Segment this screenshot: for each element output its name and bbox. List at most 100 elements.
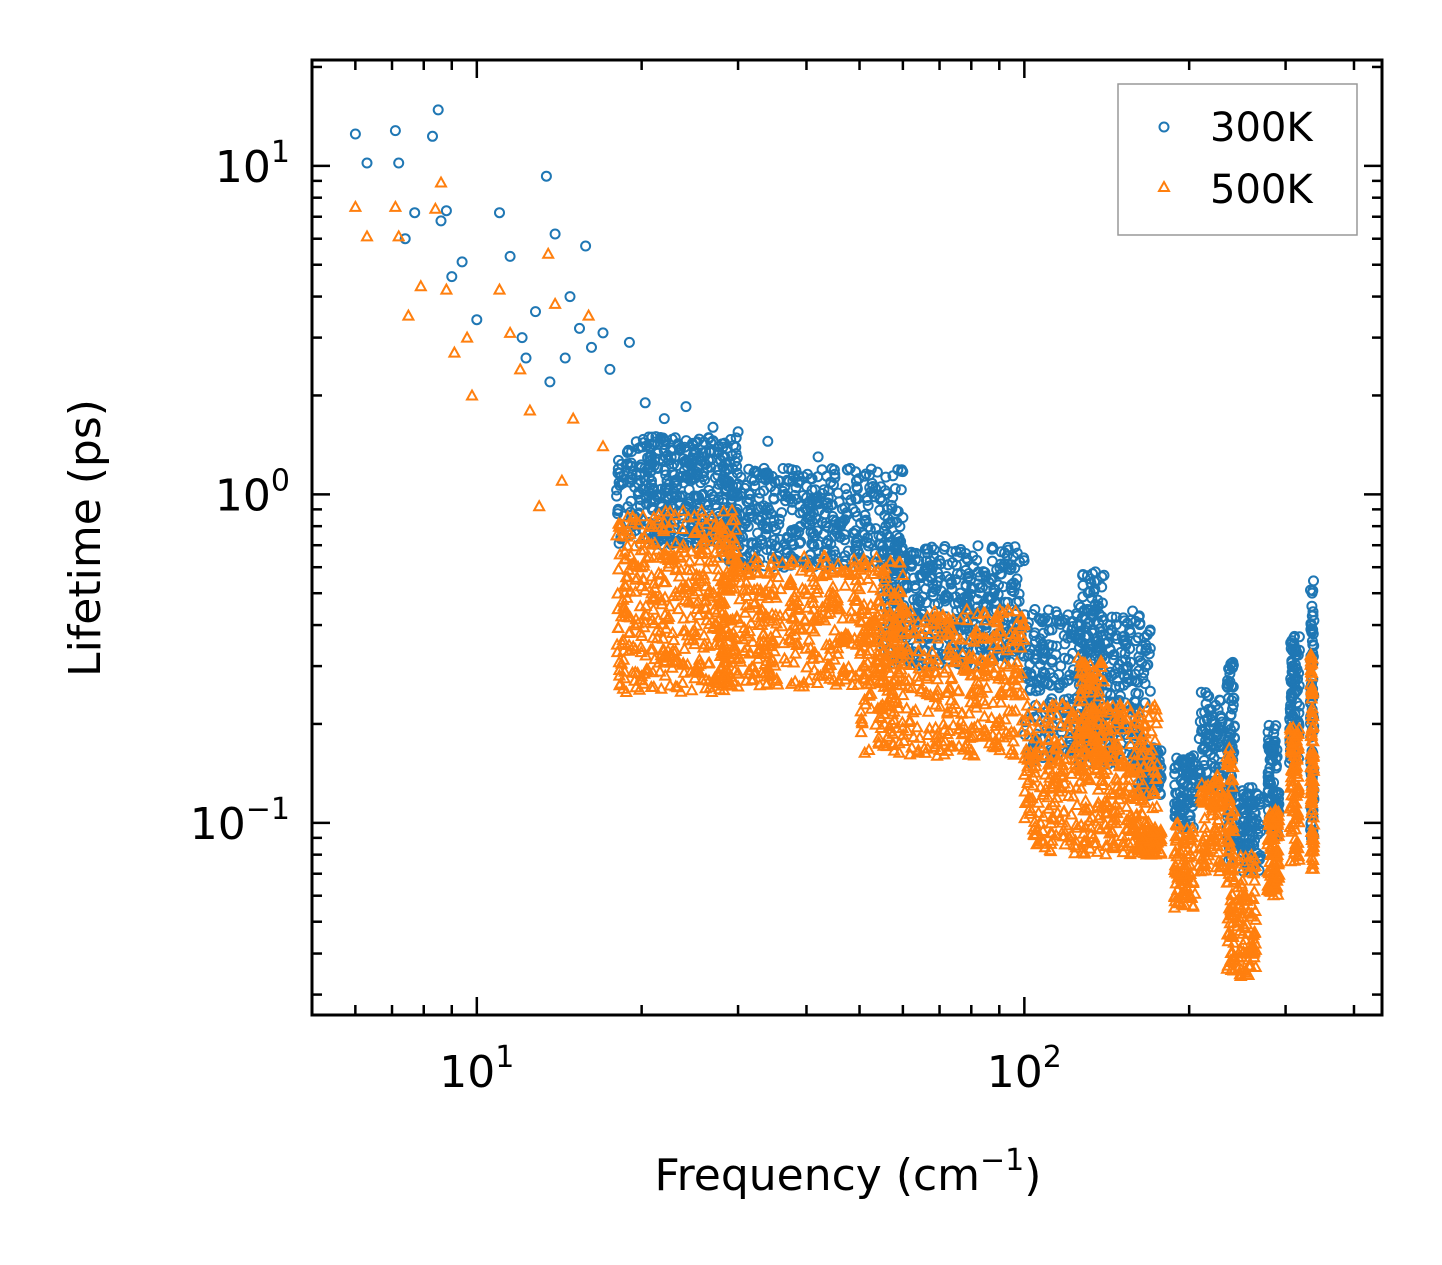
data-point-500k xyxy=(671,602,685,615)
data-point-500k xyxy=(1028,765,1042,778)
data-point-500k xyxy=(797,675,811,688)
data-point-500k xyxy=(984,710,999,723)
data-point-500k xyxy=(653,624,668,637)
data-point-500k xyxy=(1180,857,1194,870)
data-point-500k xyxy=(921,704,935,717)
data-point-500k xyxy=(647,510,661,523)
data-point-500k xyxy=(945,701,960,714)
data-point-500k xyxy=(1049,742,1064,755)
data-point-300k xyxy=(1035,671,1047,683)
data-point-300k xyxy=(1307,585,1319,597)
data-point-500k xyxy=(876,738,891,751)
data-point-300k xyxy=(781,474,793,486)
data-point-500k xyxy=(835,564,850,577)
data-point-300k xyxy=(1291,684,1303,696)
data-point-500k xyxy=(800,586,814,599)
data-point-500k xyxy=(942,723,956,736)
data-point-500k xyxy=(671,588,685,601)
data-point-500k xyxy=(1033,780,1048,793)
data-point-300k xyxy=(1024,648,1036,660)
data-point-500k xyxy=(1028,731,1043,744)
data-point-500k xyxy=(1075,681,1089,694)
data-point-500k xyxy=(611,562,626,575)
data-point-500k xyxy=(1236,909,1250,922)
data-point-500k xyxy=(737,643,751,656)
data-point-500k xyxy=(693,553,707,566)
data-point-500k xyxy=(1085,810,1099,823)
data-point-500k xyxy=(610,637,624,650)
data-point-300k xyxy=(743,497,755,509)
data-point-300k xyxy=(867,487,879,499)
data-point-500k xyxy=(861,664,875,677)
data-point-500k xyxy=(920,609,934,622)
data-point-500k xyxy=(787,655,801,668)
data-point-500k xyxy=(1097,765,1111,778)
data-point-300k xyxy=(1059,652,1071,664)
data-point-500k xyxy=(710,605,724,618)
data-point-500k xyxy=(962,706,976,719)
data-point-500k xyxy=(1131,828,1146,841)
data-point-300k xyxy=(1200,687,1212,699)
data-point-500k xyxy=(774,582,788,595)
data-point-300k xyxy=(427,130,438,142)
data-point-300k xyxy=(899,570,911,582)
data-point-500k xyxy=(771,677,785,690)
data-point-300k xyxy=(361,157,373,169)
data-point-500k xyxy=(945,670,959,683)
data-point-500k xyxy=(853,646,868,659)
data-point-300k xyxy=(821,470,833,482)
data-point-500k xyxy=(808,613,823,626)
data-point-300k xyxy=(549,228,561,240)
data-point-500k xyxy=(1112,792,1126,805)
data-point-500k xyxy=(837,661,851,674)
data-point-500k xyxy=(1076,835,1090,848)
data-point-500k xyxy=(1232,861,1246,874)
data-point-500k xyxy=(956,742,970,755)
data-point-500k xyxy=(1116,845,1130,858)
data-point-500k xyxy=(1036,787,1051,800)
data-point-300k xyxy=(800,517,812,528)
data-point-300k xyxy=(1186,786,1198,798)
data-point-300k xyxy=(1129,668,1141,680)
data-point-500k xyxy=(658,590,672,603)
data-point-500k xyxy=(1195,794,1209,807)
data-point-500k xyxy=(1225,807,1240,820)
data-point-500k xyxy=(1143,756,1158,769)
data-point-500k xyxy=(1122,779,1136,792)
data-point-500k xyxy=(854,643,868,656)
data-point-300k xyxy=(1037,652,1049,664)
data-point-500k xyxy=(971,682,985,695)
data-point-500k xyxy=(1057,751,1071,764)
data-point-500k xyxy=(1032,836,1046,849)
data-point-300k xyxy=(1062,675,1074,686)
data-point-500k xyxy=(1063,726,1077,739)
data-point-300k xyxy=(906,549,917,561)
data-point-300k xyxy=(737,531,749,543)
data-point-500k xyxy=(805,647,820,660)
data-point-500k xyxy=(718,544,732,557)
data-point-300k xyxy=(892,464,904,476)
data-point-500k xyxy=(739,598,753,611)
data-point-300k xyxy=(520,352,532,364)
data-point-500k xyxy=(638,583,652,596)
data-point-500k xyxy=(879,629,894,642)
data-point-300k xyxy=(1134,655,1146,667)
data-point-500k xyxy=(1177,831,1191,844)
data-point-500k xyxy=(671,653,685,666)
data-point-500k xyxy=(1224,962,1238,975)
data-point-500k xyxy=(905,681,919,694)
data-point-300k xyxy=(801,481,813,493)
data-point-500k xyxy=(613,547,627,560)
data-point-500k xyxy=(694,503,709,516)
data-point-500k xyxy=(1074,686,1089,699)
data-point-500k xyxy=(1017,632,1031,645)
data-point-500k xyxy=(612,655,626,668)
data-point-500k xyxy=(692,652,707,665)
data-point-300k xyxy=(897,466,909,478)
data-point-500k xyxy=(611,620,625,633)
data-point-500k xyxy=(844,604,858,617)
data-point-500k xyxy=(628,618,642,631)
data-point-300k xyxy=(399,233,411,245)
data-point-300k xyxy=(637,433,649,445)
data-point-500k xyxy=(1225,779,1239,792)
